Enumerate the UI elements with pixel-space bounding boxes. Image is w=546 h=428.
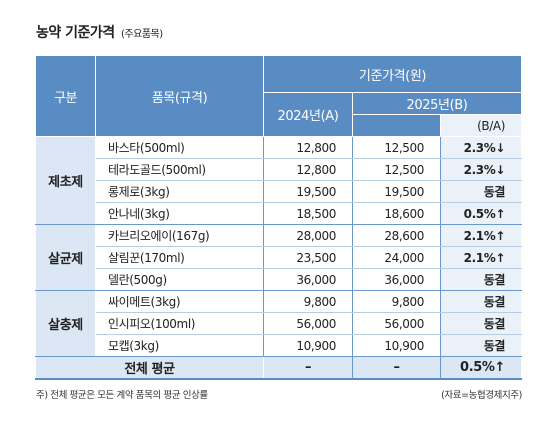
- table-row: 테라도골드(500ml) 12,800 12,500 2.3%↓: [36, 158, 522, 181]
- header-cell: 구분: [35, 55, 96, 137]
- table-cell: 12,800: [263, 136, 353, 159]
- table-cell: 동결: [440, 312, 522, 335]
- table-cell: 9,800: [263, 290, 353, 313]
- table-cell: 12,800: [263, 158, 353, 181]
- table-cell: 10,900: [352, 334, 441, 357]
- table-cell: 테라도골드(500ml): [95, 158, 264, 181]
- table-cell: 2.3%↓: [440, 158, 522, 181]
- header-cell: [352, 114, 441, 137]
- table-cell: 싸이메트(3kg): [95, 290, 264, 313]
- footer: 주) 전체 평균은 모든 계약 품목의 평균 인상률 (자료=농협경제지주): [36, 387, 522, 401]
- table-cell: 9,800: [352, 290, 441, 313]
- table-cell: –: [352, 356, 441, 380]
- table-cell: 0.5%↑: [440, 356, 522, 380]
- table-cell: 24,000: [352, 246, 441, 269]
- table-cell: 12,500: [352, 158, 441, 181]
- table-cell: 카브리오에이(167g): [95, 224, 264, 247]
- header-cell: 2024년(A): [263, 92, 353, 137]
- table-cell: 동결: [440, 334, 522, 357]
- table-row: 안나네(3kg) 18,500 18,600 0.5%↑: [36, 202, 522, 225]
- table-cell: 바스타(500ml): [95, 136, 264, 159]
- table-cell: 롱제로(3kg): [95, 180, 264, 203]
- table-cell: 28,000: [263, 224, 353, 247]
- table-cell: 델란(500g): [95, 268, 264, 291]
- header-cell: 2025년(B): [352, 92, 522, 115]
- table-cell: 2.1%↑: [440, 224, 522, 247]
- table-cell: 18,500: [263, 202, 353, 225]
- table-row: 델란(500g) 36,000 36,000 동결: [36, 268, 522, 291]
- table-cell: 12,500: [352, 136, 441, 159]
- total-label: 전체 평균: [35, 356, 264, 380]
- table-cell: 19,500: [352, 180, 441, 203]
- table-cell: 28,600: [352, 224, 441, 247]
- title-block: 농약 기준가격 (주요품목): [36, 22, 163, 42]
- group-cell: 살충제: [35, 290, 96, 357]
- table-cell: 19,500: [263, 180, 353, 203]
- table-cell: 안나네(3kg): [95, 202, 264, 225]
- subtitle: (주요품목): [121, 29, 163, 40]
- total-row: 전체 평균 – –0.5%↑: [35, 356, 522, 380]
- group-cell: 제초제: [35, 136, 96, 225]
- table-row: 모캡(3kg) 10,900 10,900 동결: [36, 334, 522, 357]
- table-row: 살림꾼(170ml) 23,500 24,000 2.1%↑: [36, 246, 522, 269]
- table-cell: –: [263, 356, 353, 380]
- table-cell: 2.1%↑: [440, 246, 522, 269]
- table-row: 인시피오(100ml) 56,000 56,000 동결: [36, 312, 522, 335]
- table-body: 제초제 바스타(500ml) 12,800 12,500 2.3%↓ 테라도골드(500m…: [35, 136, 522, 380]
- table-cell: 23,500: [263, 246, 353, 269]
- table-cell: 18,600: [352, 202, 441, 225]
- header-cell: 기준가격(원): [263, 55, 522, 93]
- table-cell: 36,000: [352, 268, 441, 291]
- table-row: 롱제로(3kg) 19,500 19,500 동결: [36, 180, 522, 203]
- table-row: 살충제 싸이메트(3kg) 9,800 9,800 동결: [35, 290, 522, 357]
- table-cell: 동결: [440, 180, 522, 203]
- table-cell: 동결: [440, 290, 522, 313]
- table-cell: 56,000: [263, 312, 353, 335]
- table-row: 제초제 바스타(500ml) 12,800 12,500 2.3%↓: [35, 136, 522, 225]
- table-row: 살균제 카브리오에이(167g) 28,000 28,600 2.1%↑: [35, 224, 522, 291]
- table-cell: 10,900: [263, 334, 353, 357]
- header-cell: (B/A): [440, 114, 522, 137]
- table-cell: 56,000: [352, 312, 441, 335]
- footnote: 주) 전체 평균은 모든 계약 품목의 평균 인상률: [36, 390, 208, 401]
- title: 농약 기준가격: [36, 25, 115, 41]
- source: (자료=농협경제지주): [441, 390, 522, 401]
- price-table: 구분 품목(규격) 기준가격(원) 2024년(A) 2025년(B) (B/A…: [35, 55, 522, 380]
- header-cell: 품목(규격): [95, 55, 264, 137]
- table-cell: 0.5%↑: [440, 202, 522, 225]
- table-cell: 2.3%↓: [440, 136, 522, 159]
- table-cell: 모캡(3kg): [95, 334, 264, 357]
- table-cell: 36,000: [263, 268, 353, 291]
- table-cell: 동결: [440, 268, 522, 291]
- group-cell: 살균제: [35, 224, 96, 291]
- table-cell: 살림꾼(170ml): [95, 246, 264, 269]
- table-cell: 인시피오(100ml): [95, 312, 264, 335]
